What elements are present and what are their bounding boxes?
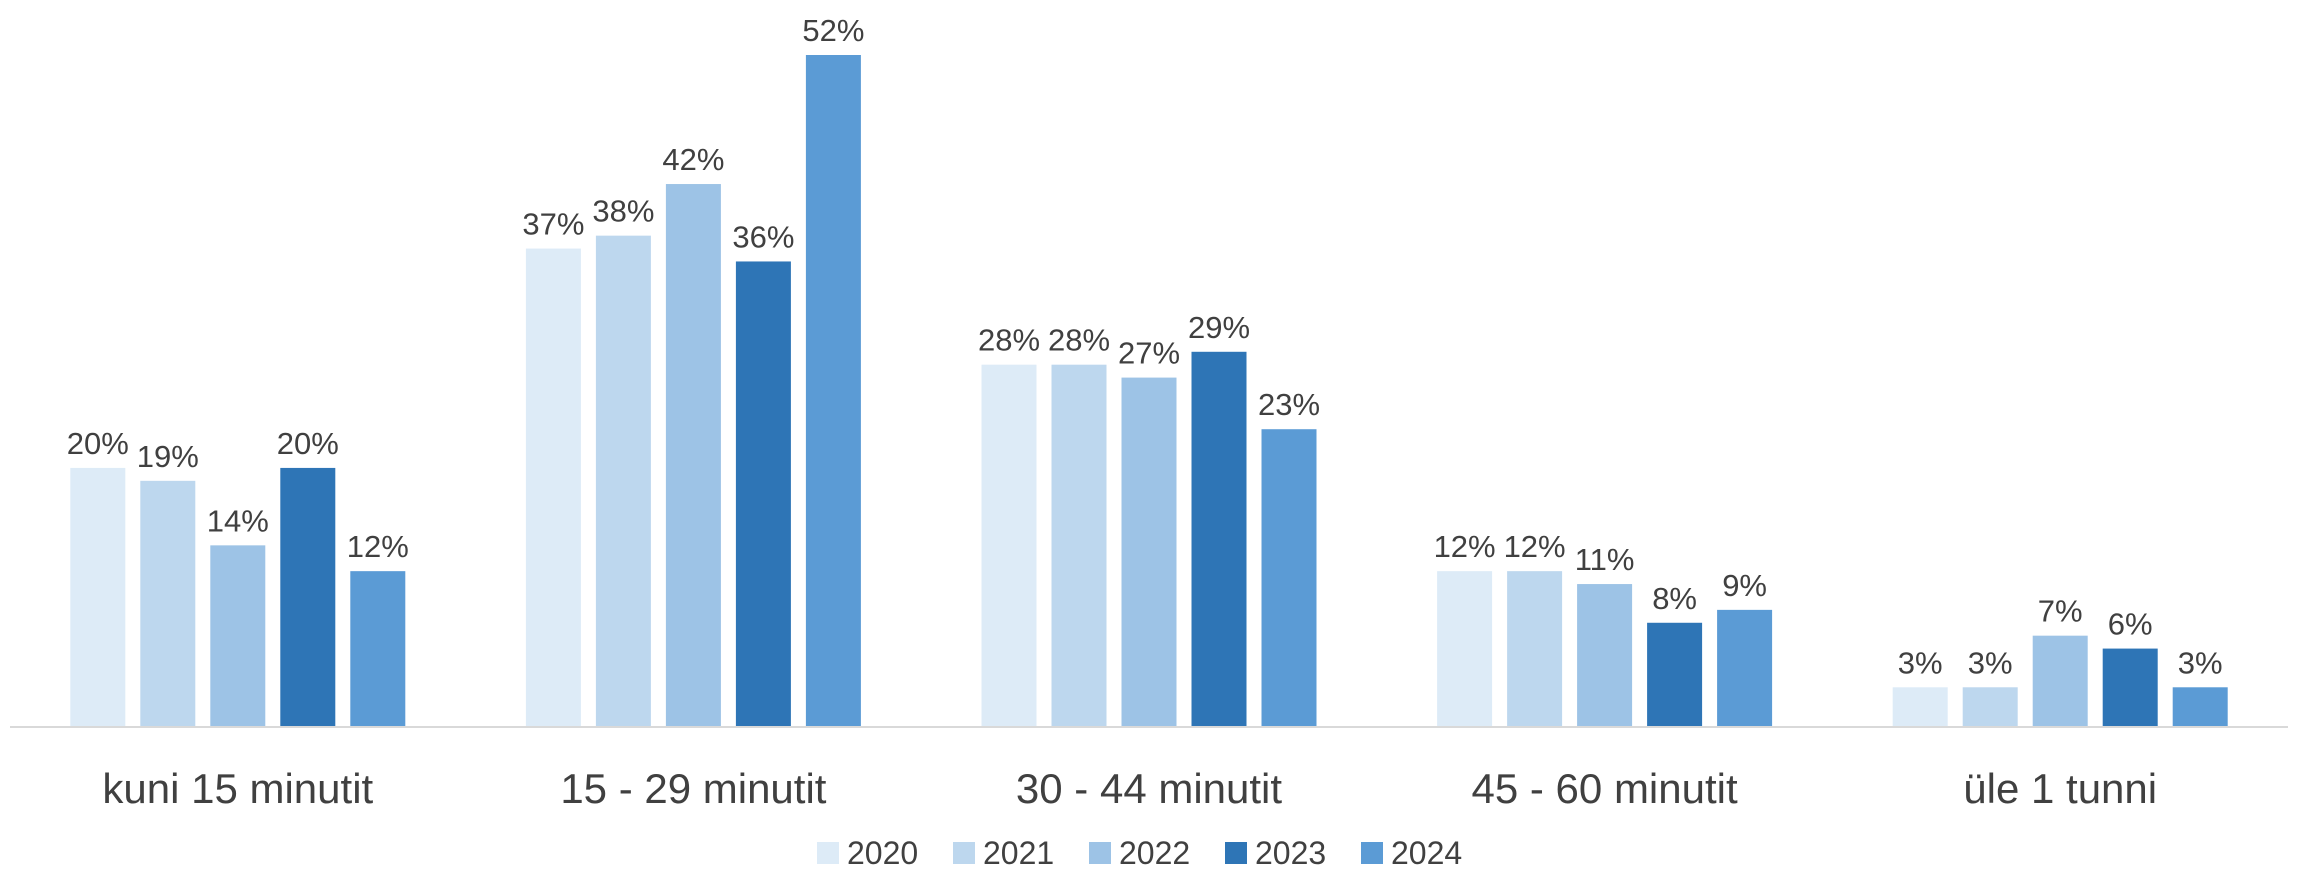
- bar-2024-2: [1261, 429, 1317, 726]
- category-label: 30 - 44 minutit: [1016, 765, 1282, 812]
- category-label: kuni 15 minutit: [102, 765, 373, 812]
- legend-swatch-2024: [1361, 842, 1383, 864]
- bar-2021-4: [1962, 687, 2018, 726]
- data-label: 29%: [1188, 310, 1250, 345]
- bar-2020-1: [525, 248, 581, 727]
- data-label: 19%: [137, 439, 199, 474]
- data-label: 52%: [802, 13, 864, 48]
- bar-2023-0: [280, 467, 336, 726]
- data-label: 20%: [67, 426, 129, 461]
- bar-2024-0: [350, 571, 406, 726]
- bar-2020-3: [1437, 571, 1493, 726]
- bar-2020-4: [1892, 687, 1948, 726]
- data-label: 42%: [662, 142, 724, 177]
- data-label: 20%: [277, 426, 339, 461]
- legend-swatch-2022: [1089, 842, 1111, 864]
- legend-label: 2022: [1119, 835, 1190, 871]
- bar-2021-2: [1051, 364, 1107, 726]
- data-label: 14%: [207, 503, 269, 538]
- bar-2020-0: [70, 467, 126, 726]
- data-labels-group: 20% 19%14%20%12%37% 38%42%36%52%28% 28% 27%2…: [67, 13, 2223, 680]
- data-label: 6%: [2108, 607, 2153, 642]
- data-label: 9%: [1722, 568, 1767, 603]
- category-labels-group: kuni 15 minutit 15 - 29 minutit 30 - 44 mi…: [102, 765, 2157, 812]
- data-label: 11%: [1575, 542, 1635, 577]
- legend-label: 2024: [1391, 835, 1462, 871]
- legend-swatch-2021: [953, 842, 975, 864]
- bar-2023-2: [1191, 351, 1247, 726]
- data-label: 28%: [1048, 323, 1110, 358]
- data-label: 27%: [1118, 336, 1180, 371]
- legend: 2020 2021 2022 2023 2024: [817, 835, 1462, 871]
- bar-2023-4: [2102, 648, 2158, 726]
- data-label: 23%: [1258, 387, 1320, 422]
- bars-group: [70, 55, 2228, 727]
- bar-2021-1: [595, 235, 651, 726]
- legend-label: 2020: [847, 835, 918, 871]
- bar-2023-3: [1647, 622, 1703, 726]
- bar-2021-3: [1507, 571, 1563, 726]
- bar-2024-3: [1717, 609, 1773, 726]
- category-label: 45 - 60 minutit: [1472, 765, 1738, 812]
- bar-2022-0: [210, 545, 266, 726]
- data-label: 37%: [522, 207, 584, 242]
- category-label: 15 - 29 minutit: [560, 765, 826, 812]
- data-label: 12%: [1504, 529, 1566, 564]
- bar-2021-0: [140, 480, 196, 726]
- bar-2023-1: [735, 261, 791, 726]
- legend-swatch-2023: [1225, 842, 1247, 864]
- data-label: 7%: [2038, 594, 2083, 629]
- data-label: 8%: [1652, 581, 1697, 616]
- data-label: 12%: [1434, 529, 1496, 564]
- data-label: 3%: [1898, 645, 1943, 680]
- data-label: 28%: [978, 323, 1040, 358]
- data-label: 3%: [1968, 645, 2013, 680]
- bar-2022-2: [1121, 377, 1177, 726]
- legend-label: 2023: [1255, 835, 1326, 871]
- legend-label: 2021: [983, 835, 1054, 871]
- category-label: üle 1 tunni: [1963, 765, 2157, 812]
- data-label: 38%: [592, 194, 654, 229]
- data-label: 12%: [347, 529, 409, 564]
- bar-2024-4: [2172, 687, 2228, 726]
- bar-2020-2: [981, 364, 1037, 726]
- bar-2022-3: [1577, 584, 1633, 726]
- bar-2022-4: [2032, 635, 2088, 726]
- data-label: 3%: [2178, 645, 2223, 680]
- data-label: 36%: [732, 219, 794, 254]
- legend-swatch-2020: [817, 842, 839, 864]
- bar-2024-1: [805, 55, 861, 726]
- bar-2022-1: [665, 184, 721, 727]
